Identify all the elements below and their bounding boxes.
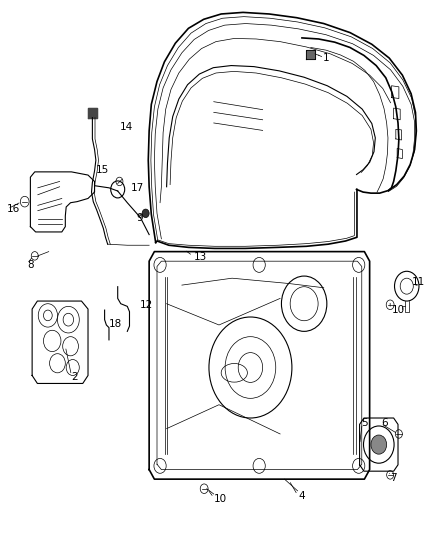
Text: 2: 2	[71, 372, 78, 382]
Text: 11: 11	[412, 278, 425, 287]
Text: 18: 18	[109, 319, 122, 329]
Text: 5: 5	[361, 418, 367, 429]
Circle shape	[371, 435, 387, 454]
Text: 7: 7	[390, 473, 397, 483]
Text: 6: 6	[381, 418, 388, 429]
Text: 8: 8	[27, 261, 34, 270]
Text: 1: 1	[323, 53, 329, 63]
Circle shape	[142, 209, 149, 217]
Text: 4: 4	[298, 491, 305, 501]
Text: 12: 12	[140, 300, 153, 310]
Text: 9: 9	[136, 213, 143, 223]
Text: 10: 10	[214, 494, 227, 504]
Text: 16: 16	[7, 204, 21, 214]
Text: 10: 10	[392, 305, 405, 315]
Text: 13: 13	[194, 252, 207, 262]
Text: 17: 17	[131, 183, 144, 193]
Text: 15: 15	[96, 165, 109, 175]
Text: 14: 14	[120, 122, 133, 132]
